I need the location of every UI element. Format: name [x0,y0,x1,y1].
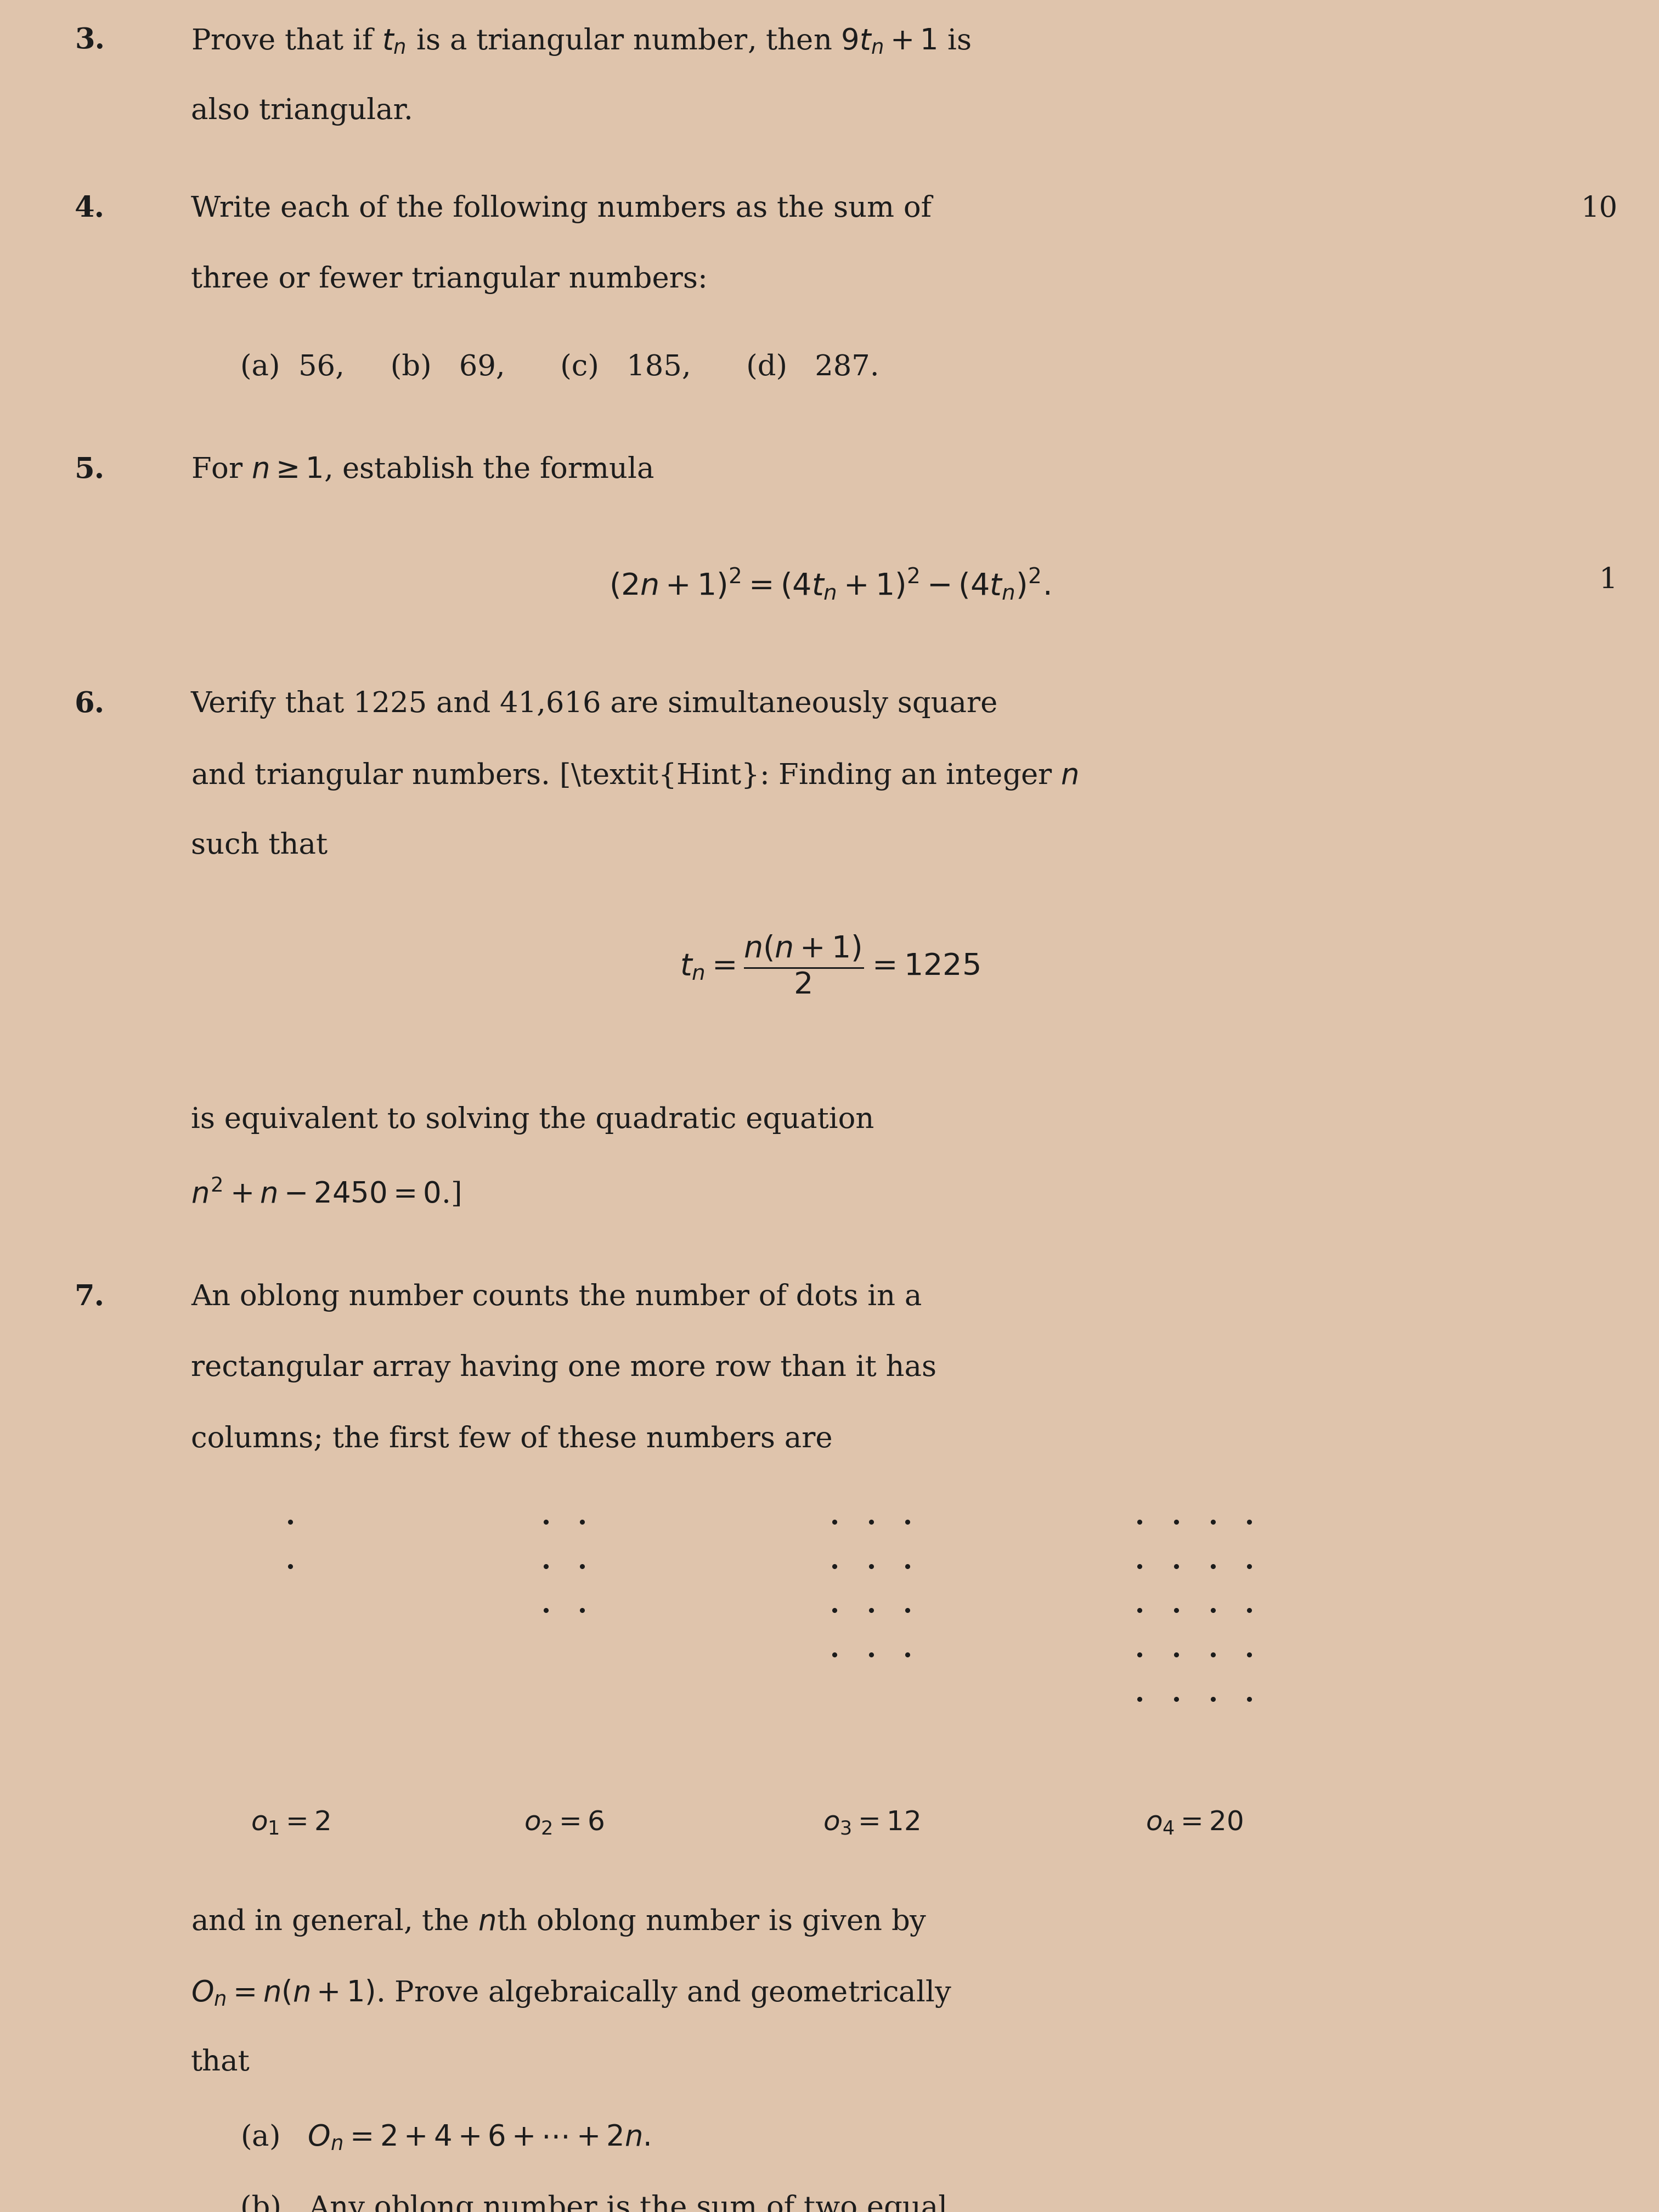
Text: $o_4 = 20$: $o_4 = 20$ [1146,1809,1243,1836]
Text: 10: 10 [1581,195,1618,223]
Text: that: that [191,2048,251,2077]
Text: $o_3 = 12$: $o_3 = 12$ [823,1809,919,1836]
Text: (b)   Any oblong number is the sum of two equal: (b) Any oblong number is the sum of two … [241,2194,947,2212]
Text: (a)   $O_n = 2 + 4 + 6 + \cdots + 2n.$: (a) $O_n = 2 + 4 + 6 + \cdots + 2n.$ [241,2124,650,2152]
Text: and triangular numbers. [\textit{Hint}: Finding an integer $n$: and triangular numbers. [\textit{Hint}: … [191,761,1078,792]
Text: Verify that 1225 and 41,616 are simultaneously square: Verify that 1225 and 41,616 are simultan… [191,690,999,719]
Text: (a)  56,     (b)   69,      (c)   185,      (d)   287.: (a) 56, (b) 69, (c) 185, (d) 287. [241,354,879,383]
Text: 6.: 6. [75,690,105,719]
Text: columns; the first few of these numbers are: columns; the first few of these numbers … [191,1425,833,1453]
Text: 5.: 5. [75,456,105,484]
Text: $o_2 = 6$: $o_2 = 6$ [524,1809,604,1836]
Text: $o_1 = 2$: $o_1 = 2$ [251,1809,330,1836]
Text: rectangular array having one more row than it has: rectangular array having one more row th… [191,1354,936,1383]
Text: $(2n + 1)^2 = (4t_n + 1)^2 - (4t_n)^2.$: $(2n + 1)^2 = (4t_n + 1)^2 - (4t_n)^2.$ [609,566,1050,602]
Text: 3.: 3. [75,27,105,55]
Text: such that: such that [191,832,327,860]
Text: three or fewer triangular numbers:: three or fewer triangular numbers: [191,265,707,294]
Text: Prove that if $t_n$ is a triangular number, then $9t_n + 1$ is: Prove that if $t_n$ is a triangular numb… [191,27,971,58]
Text: 1: 1 [1599,566,1618,595]
Text: 4.: 4. [75,195,105,223]
Text: Write each of the following numbers as the sum of: Write each of the following numbers as t… [191,195,931,223]
Text: $O_n = n(n+1)$. Prove algebraically and geometrically: $O_n = n(n+1)$. Prove algebraically and … [191,1978,952,2008]
Text: and in general, the $n$th oblong number is given by: and in general, the $n$th oblong number … [191,1907,927,1938]
Text: also triangular.: also triangular. [191,97,413,126]
Text: For $n \geq 1$, establish the formula: For $n \geq 1$, establish the formula [191,456,654,484]
Text: 7.: 7. [75,1283,105,1312]
Text: An oblong number counts the number of dots in a: An oblong number counts the number of do… [191,1283,922,1312]
Text: is equivalent to solving the quadratic equation: is equivalent to solving the quadratic e… [191,1106,874,1135]
Text: $t_n = \dfrac{n(n+1)}{2} = 1225$: $t_n = \dfrac{n(n+1)}{2} = 1225$ [680,933,979,995]
Text: $n^2 + n - 2450 = 0$.]: $n^2 + n - 2450 = 0$.] [191,1177,460,1210]
